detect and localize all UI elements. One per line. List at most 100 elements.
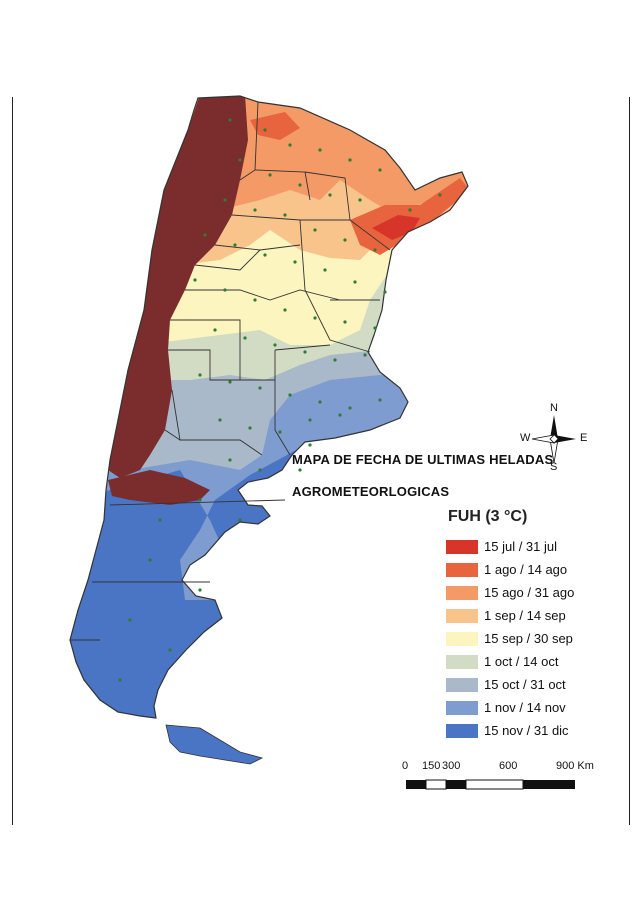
legend-label: 1 oct / 14 oct (484, 654, 559, 669)
station-dot (313, 316, 317, 320)
legend-swatch (446, 677, 478, 692)
legend-swatch (446, 539, 478, 554)
station-dot (198, 373, 202, 377)
station-dot (278, 430, 282, 434)
compass-n: N (550, 402, 558, 414)
station-dot (148, 558, 152, 562)
station-dot (223, 198, 227, 202)
station-dot (373, 248, 377, 252)
station-dot (343, 238, 347, 242)
tierra-del-fuego (165, 724, 264, 765)
frame-left-border (12, 97, 13, 825)
station-dot (318, 148, 322, 152)
frame-right-border (629, 97, 630, 825)
station-dot (168, 648, 172, 652)
scale-tick-150: 150 (422, 760, 441, 772)
legend-item: 15 oct / 31 oct (446, 673, 574, 696)
legend-label: 1 nov / 14 nov (484, 700, 566, 715)
scale-bar-graphic (406, 779, 575, 790)
station-dot (198, 498, 202, 502)
scale-tick-900: 900 Km (556, 760, 594, 772)
legend-item: 15 jul / 31 jul (446, 535, 574, 558)
station-dot (263, 253, 267, 257)
station-dot (253, 208, 257, 212)
legend-label: 15 oct / 31 oct (484, 677, 566, 692)
legend-label: 1 ago / 14 ago (484, 562, 568, 577)
station-dot (203, 233, 207, 237)
station-dot (328, 193, 332, 197)
province-boundaries (69, 95, 469, 719)
station-dot (438, 193, 442, 197)
legend-title: FUH (3 °C) (448, 508, 528, 525)
legend-swatch (446, 608, 478, 623)
station-dot (228, 380, 232, 384)
station-dot (408, 208, 412, 212)
station-dot (253, 298, 257, 302)
station-dot (318, 400, 322, 404)
station-dot (348, 406, 352, 410)
andes-no-data (108, 96, 248, 478)
station-dot (243, 336, 247, 340)
legend-label: 15 ago / 31 ago (484, 585, 575, 600)
station-dot (323, 268, 327, 272)
legend-label: 15 nov / 31 dic (484, 723, 569, 738)
legend-swatch (446, 723, 478, 738)
station-dot (303, 350, 307, 354)
station-dot (228, 458, 232, 462)
station-dot (313, 228, 317, 232)
station-dot (238, 518, 242, 522)
legend-item: 15 nov / 31 dic (446, 719, 574, 742)
compass-w: W (520, 432, 531, 444)
station-dot (358, 198, 362, 202)
station-dot (288, 393, 292, 397)
map-title-line1: MAPA DE FECHA DE ULTIMAS HELADAS (292, 452, 554, 467)
station-dot (353, 280, 357, 284)
station-dot (363, 353, 367, 357)
scale-tick-0: 0 (402, 760, 409, 772)
station-dot (383, 290, 387, 294)
compass-e: E (580, 432, 588, 444)
station-dot (223, 288, 227, 292)
legend-item: 1 sep / 14 sep (446, 604, 574, 627)
legend-swatch (446, 700, 478, 715)
scale-bar: 0 150 300 600 900 Km (400, 760, 600, 800)
station-dot (298, 468, 302, 472)
weather-stations (118, 118, 442, 682)
station-dot (308, 418, 312, 422)
station-dot (213, 328, 217, 332)
station-dot (158, 518, 162, 522)
legend-label: 1 sep / 14 sep (484, 608, 566, 623)
map-title-line2: AGROMETEORLOGICAS (292, 484, 450, 499)
station-dot (118, 678, 122, 682)
scale-tick-300: 300 (442, 760, 461, 772)
compass-s: S (550, 461, 558, 473)
legend-label: 15 sep / 30 sep (484, 631, 573, 646)
station-dot (378, 168, 382, 172)
north-arrow-compass: N W E S (518, 402, 590, 475)
station-dot (378, 398, 382, 402)
legend: FUH (3 °C) 15 jul / 31 jul 1 ago / 14 ago… (446, 508, 574, 742)
legend-swatch (446, 631, 478, 646)
station-dot (283, 308, 287, 312)
legend-item: 1 oct / 14 oct (446, 650, 574, 673)
station-dot (193, 278, 197, 282)
station-dot (258, 386, 262, 390)
station-dot (248, 426, 252, 430)
station-dot (258, 468, 262, 472)
station-dot (233, 243, 237, 247)
legend-item: 15 ago / 31 ago (446, 581, 574, 604)
station-dot (333, 358, 337, 362)
legend-swatch (446, 654, 478, 669)
station-dot (293, 260, 297, 264)
station-dot (228, 118, 232, 122)
station-dot (198, 588, 202, 592)
zone-15ago-31ago (70, 96, 468, 215)
station-dot (288, 143, 292, 147)
station-dot (268, 173, 272, 177)
station-dot (273, 343, 277, 347)
scale-tick-600: 600 (499, 760, 518, 772)
station-dot (218, 418, 222, 422)
legend-item: 1 ago / 14 ago (446, 558, 574, 581)
station-dot (128, 618, 132, 622)
